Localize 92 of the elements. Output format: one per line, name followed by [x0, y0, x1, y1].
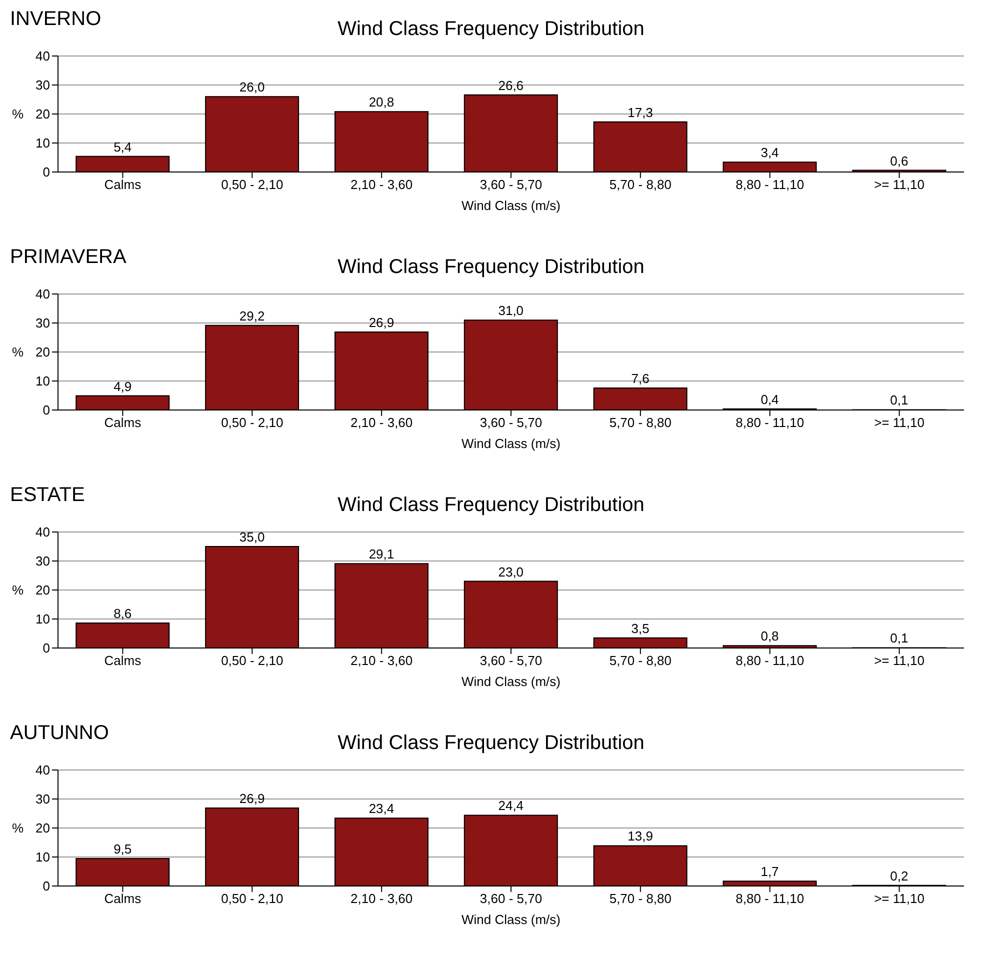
data-label: 0,1: [890, 392, 908, 408]
data-label: 0,1: [890, 630, 908, 646]
y-tick-label: 30: [36, 78, 50, 93]
data-label: 20,8: [368, 94, 394, 110]
x-tick-label: 2,10 - 3,60: [350, 415, 413, 430]
x-tick-label: 0,50 - 2,10: [221, 177, 284, 192]
y-tick-label: 20: [36, 106, 50, 122]
y-tick-label: 10: [36, 612, 50, 627]
data-label: 0,6: [890, 153, 908, 168]
data-label: 23,0: [498, 564, 524, 580]
x-tick-label: 3,60 - 5,70: [480, 177, 542, 192]
y-tick-label: 40: [36, 762, 50, 778]
x-tick-label: >= 11,10: [874, 177, 924, 192]
data-label: 23,4: [368, 801, 394, 816]
x-tick-label: 3,60 - 5,70: [480, 415, 542, 430]
x-tick-label: >= 11,10: [874, 415, 924, 430]
x-tick-label: Calms: [104, 891, 142, 906]
x-axis-title: Wind Class (m/s): [462, 198, 560, 213]
y-tick-label: 40: [36, 286, 50, 302]
chart-title: Wind Class Frequency Distribution: [338, 256, 644, 278]
data-label: 0,4: [760, 392, 779, 407]
x-tick-label: 5,70 - 8,80: [609, 177, 672, 192]
x-tick-label: 2,10 - 3,60: [350, 177, 413, 192]
x-tick-label: 0,50 - 2,10: [221, 891, 284, 906]
x-tick-label: 0,50 - 2,10: [221, 653, 284, 668]
data-label: 8,6: [114, 606, 132, 622]
x-tick-label: Calms: [104, 415, 142, 430]
y-tick-label: 0: [42, 164, 50, 180]
y-tick-label: 20: [36, 582, 50, 598]
data-label: 13,9: [628, 828, 653, 844]
y-tick-label: 0: [42, 402, 50, 418]
x-axis-title: Wind Class (m/s): [462, 436, 560, 451]
y-tick-label: 20: [36, 344, 50, 360]
chart-subtitle: INVERNO: [10, 8, 102, 31]
data-label: 29,2: [239, 308, 265, 324]
x-tick-label: 3,60 - 5,70: [480, 891, 542, 906]
x-tick-label: >= 11,10: [874, 891, 924, 906]
y-tick-label: 10: [36, 374, 50, 389]
data-label: 0,8: [760, 628, 779, 644]
data-label: 3,5: [631, 620, 650, 636]
x-tick-label: 2,10 - 3,60: [350, 653, 413, 668]
y-axis-title: %: [12, 106, 24, 122]
data-label: 3,4: [760, 145, 779, 160]
data-label: 26,0: [239, 80, 265, 95]
x-tick-label: 8,80 - 11,10: [736, 653, 804, 668]
x-tick-label: 5,70 - 8,80: [609, 415, 672, 430]
y-tick-label: 10: [36, 136, 50, 151]
chart-title: Wind Class Frequency Distribution: [338, 494, 644, 516]
data-label: 9,5: [114, 841, 132, 856]
x-tick-label: Calms: [104, 177, 142, 192]
y-tick-label: 0: [42, 878, 50, 894]
x-tick-label: Calms: [104, 653, 142, 668]
y-tick-label: 0: [42, 640, 50, 656]
x-tick-label: 8,80 - 11,10: [736, 891, 804, 906]
data-label: 26,9: [239, 790, 265, 806]
y-tick-label: 10: [36, 850, 50, 865]
data-label: 31,0: [498, 303, 524, 318]
data-label: 24,4: [498, 798, 524, 814]
x-tick-label: 8,80 - 11,10: [736, 415, 804, 430]
chart-subtitle: AUTUNNO: [10, 722, 109, 745]
data-label: 26,9: [368, 314, 394, 330]
y-tick-label: 30: [36, 792, 50, 807]
y-tick-label: 20: [36, 820, 50, 836]
x-tick-label: 8,80 - 11,10: [736, 177, 804, 192]
y-tick-label: 40: [36, 524, 50, 540]
x-axis-title: Wind Class (m/s): [462, 912, 560, 927]
chart-subtitle: PRIMAVERA: [10, 246, 126, 269]
chart-title: Wind Class Frequency Distribution: [338, 732, 644, 754]
x-tick-label: 2,10 - 3,60: [350, 891, 413, 906]
data-label: 17,3: [628, 104, 653, 120]
data-label: 29,1: [368, 546, 394, 562]
data-label: 26,6: [498, 78, 524, 93]
x-tick-label: 3,60 - 5,70: [480, 653, 542, 668]
x-axis-title: Wind Class (m/s): [462, 674, 560, 689]
y-axis-title: %: [12, 582, 24, 598]
data-label: 4,9: [114, 378, 132, 394]
y-tick-label: 30: [36, 316, 50, 331]
x-tick-label: >= 11,10: [874, 653, 924, 668]
y-axis-title: %: [12, 344, 24, 360]
data-label: 0,2: [890, 868, 908, 884]
data-label: 7,6: [631, 370, 650, 386]
chart-subtitle: ESTATE: [10, 484, 85, 507]
x-tick-label: 0,50 - 2,10: [221, 415, 284, 430]
x-tick-label: 5,70 - 8,80: [609, 653, 672, 668]
chart-title: Wind Class Frequency Distribution: [338, 18, 644, 40]
y-tick-label: 30: [36, 554, 50, 569]
y-tick-label: 40: [36, 48, 50, 64]
y-axis-title: %: [12, 820, 24, 836]
data-label: 1,7: [760, 864, 779, 880]
x-tick-label: 5,70 - 8,80: [609, 891, 672, 906]
data-label: 35,0: [239, 530, 265, 544]
data-label: 5,4: [114, 139, 132, 154]
